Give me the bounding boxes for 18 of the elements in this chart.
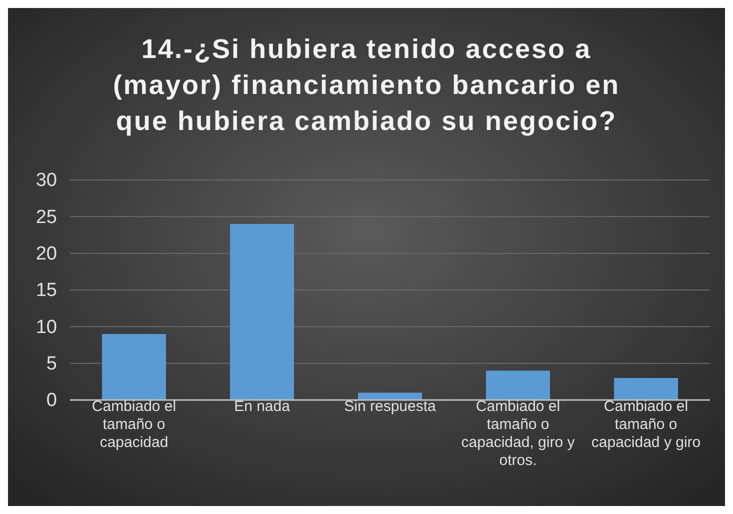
bar bbox=[486, 370, 550, 400]
x-tick-label: Sin respuesta bbox=[344, 398, 437, 415]
x-tick-label: Cambiado el tamaño o capacidad bbox=[92, 398, 176, 451]
y-tick-label: 20 bbox=[36, 243, 57, 264]
y-tick-label: 25 bbox=[36, 206, 57, 228]
chart-title: 14.-¿Si hubiera tenido acceso a (mayor) financiamiento bancario en que hubiera cambiado su negocio? bbox=[112, 34, 620, 136]
x-tick-label: En nada bbox=[234, 398, 291, 415]
x-tick-label: Cambiado el tamaño o capacidad, giro y otros. bbox=[461, 398, 576, 469]
y-tick-label: 5 bbox=[46, 353, 57, 374]
bar bbox=[358, 392, 422, 400]
y-tick-label: 30 bbox=[36, 170, 57, 192]
bar bbox=[230, 224, 294, 400]
bar bbox=[614, 378, 678, 400]
x-tick-label: Cambiado el tamaño o capacidad y giro bbox=[591, 398, 701, 451]
y-tick-label: 10 bbox=[36, 316, 57, 338]
y-tick-label: 15 bbox=[36, 280, 57, 302]
bar bbox=[102, 334, 166, 400]
y-tick-label: 0 bbox=[46, 390, 57, 412]
